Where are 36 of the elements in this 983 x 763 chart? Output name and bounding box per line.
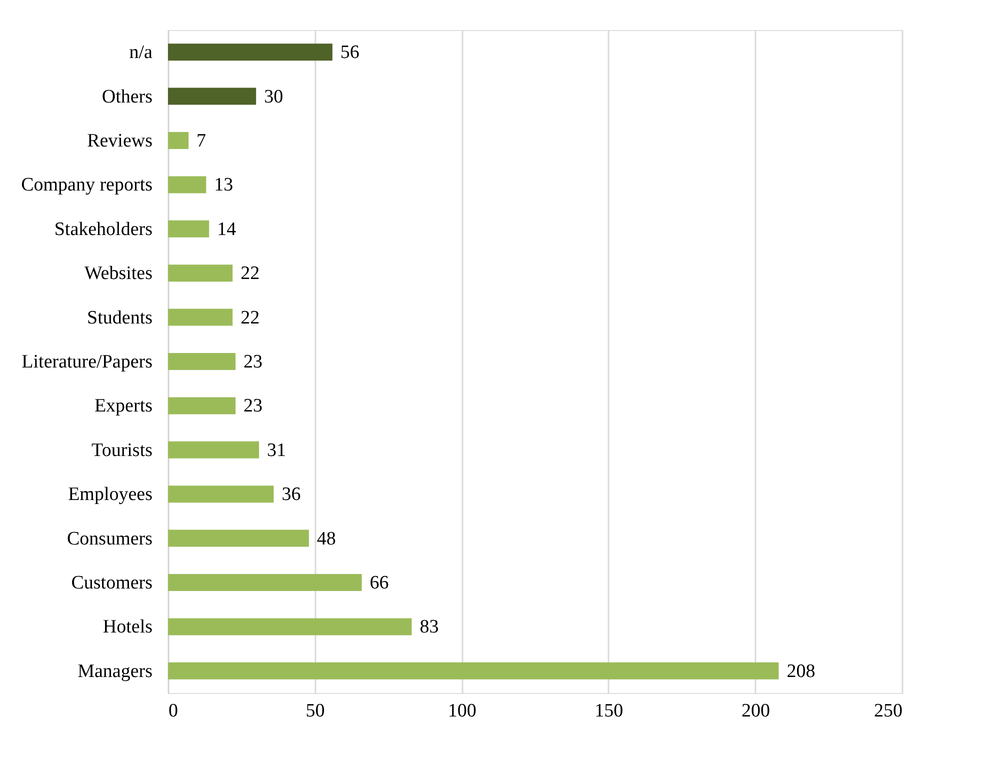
y-tick-label: Tourists (92, 440, 152, 461)
y-tick-label: Students (87, 307, 152, 328)
y-tick-label: Company reports (21, 174, 152, 196)
y-tick-label: Reviews (87, 130, 152, 152)
data-label: 30 (264, 86, 284, 108)
x-tick-label: 250 (874, 700, 902, 722)
data-label: 7 (196, 130, 206, 152)
x-tick-label: 200 (741, 700, 770, 722)
data-label: 36 (282, 484, 301, 506)
data-label: 13 (214, 174, 234, 196)
data-label: 66 (370, 572, 389, 594)
y-tick-label: Websites (84, 263, 152, 284)
y-tick-label: Hotels (102, 616, 152, 638)
data-label: 23 (244, 396, 263, 417)
y-tick-label: Others (102, 86, 152, 108)
y-tick-label: Literature/Papers (22, 352, 152, 372)
data-label: 22 (240, 263, 260, 284)
y-tick-label: Employees (68, 484, 152, 506)
data-label: 31 (267, 440, 286, 461)
data-label: 22 (240, 307, 260, 328)
data-label: 23 (244, 352, 263, 372)
data-label: 56 (340, 42, 360, 64)
y-tick-label: Experts (94, 396, 152, 417)
x-tick-label: 50 (306, 700, 325, 722)
x-tick-label: 0 (168, 700, 178, 722)
data-label: 48 (316, 528, 336, 550)
y-tick-label: n/a (129, 42, 154, 64)
y-tick-label: Consumers (67, 528, 152, 550)
data-label: 14 (217, 218, 237, 240)
y-tick-label: Managers (78, 660, 152, 682)
data-label: 83 (420, 616, 439, 638)
data-label: 208 (786, 660, 816, 682)
x-tick-label: 150 (594, 700, 624, 722)
y-tick-label: Customers (71, 572, 152, 594)
y-tick-label: Stakeholders (54, 218, 152, 240)
x-tick-label: 100 (448, 700, 476, 722)
